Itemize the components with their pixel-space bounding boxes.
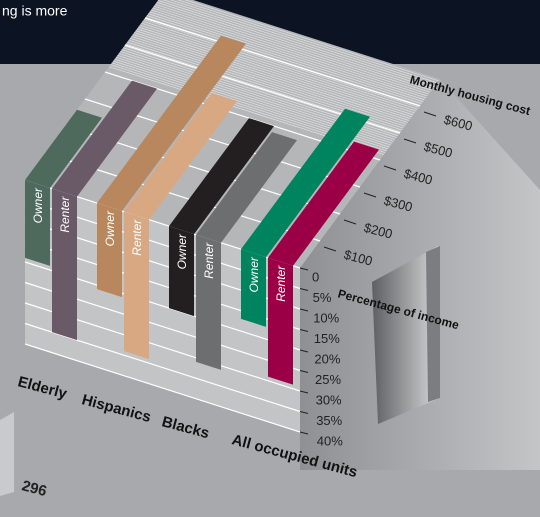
roof-hatch — [142, 20, 418, 110]
y2-tick-label: $100 — [342, 247, 374, 269]
bar-series-label: Renter — [202, 242, 216, 279]
banner-text: ng is more — [2, 3, 68, 19]
roof-hatch — [131, 36, 407, 125]
roof-bar — [97, 35, 246, 212]
bar — [241, 249, 266, 327]
bar-series-label: Renter — [274, 265, 288, 302]
roof-bar — [268, 141, 379, 266]
roof-bar — [52, 80, 157, 197]
house: 0 5% 10% 15% 20% 25% 30% 35% 40% $100 $200 $300 $400… — [16, 0, 540, 481]
roof-bar — [196, 132, 297, 243]
y2-tick-label: $500 — [422, 139, 454, 161]
bar — [169, 226, 194, 317]
tick-mark — [403, 138, 417, 144]
category-label: Elderly — [16, 373, 69, 403]
bar — [268, 257, 293, 385]
roof-hatch — [152, 7, 428, 97]
tick-mark — [363, 192, 377, 198]
tick-mark — [299, 349, 309, 353]
roof-hatch — [170, 0, 436, 85]
tick-mark — [299, 267, 309, 271]
bar-series-label: Renter — [58, 196, 72, 233]
roof-bar — [241, 108, 370, 258]
bar-series-label: Owner — [175, 233, 189, 269]
roof-hatch — [136, 28, 413, 118]
roof-hatch — [132, 34, 408, 123]
roof-hatch — [162, 0, 435, 87]
bar — [25, 180, 50, 266]
roof-hatch — [184, 0, 439, 82]
roof-hatch — [135, 30, 411, 119]
roof-hatch — [145, 17, 421, 106]
tick-mark — [343, 219, 357, 225]
y2-tick-label: $200 — [362, 220, 394, 242]
roof-bar — [25, 109, 102, 188]
tick-mark — [423, 111, 437, 117]
y-tick-label: 30% — [316, 392, 342, 407]
grid-line — [144, 17, 421, 107]
tick-mark — [299, 308, 309, 312]
bar-series-label: Owner — [103, 210, 117, 246]
y-tick-label: 15% — [314, 331, 340, 346]
bar-series-label: Renter — [130, 219, 144, 256]
tick-mark — [383, 165, 397, 171]
roof-hatch — [129, 37, 406, 127]
roof-hatch — [134, 32, 410, 121]
roof-hatch — [139, 24, 415, 114]
y2-tick-label: $400 — [402, 166, 434, 188]
tick-mark — [299, 411, 309, 414]
roof-hatch — [157, 0, 434, 89]
y-tick-label: 5% — [313, 290, 332, 305]
roof-hatch — [150, 9, 427, 99]
tick-mark — [299, 329, 309, 332]
bar — [97, 203, 122, 298]
door-frame — [426, 246, 440, 402]
roof-hatch — [148, 13, 424, 102]
side-shape — [0, 412, 14, 496]
roof-hatch — [138, 26, 414, 116]
roof-hatch — [153, 5, 429, 95]
category-label: Blacks — [160, 413, 211, 442]
tick-mark — [299, 288, 309, 291]
category-label: Hispanics — [80, 391, 153, 426]
grid-line — [24, 343, 301, 433]
y-tick-label: 20% — [314, 351, 340, 366]
bar — [52, 188, 77, 341]
roof-bar — [169, 118, 274, 235]
bar — [196, 234, 221, 370]
roof-hatch — [156, 2, 432, 91]
y-tick-label: 40% — [317, 433, 343, 448]
bar — [124, 211, 149, 360]
y-tick-label: 25% — [315, 372, 341, 387]
roof-hatch — [149, 11, 425, 101]
tick-mark — [299, 431, 309, 435]
y-tick-label: 10% — [313, 310, 339, 325]
roof-hatch — [146, 15, 422, 104]
door — [372, 246, 440, 424]
roof-hatch — [141, 22, 417, 112]
y-tick-label: 0 — [312, 269, 319, 284]
roof-bar — [124, 92, 237, 220]
roof-hatch — [143, 19, 420, 108]
roof-hatch — [155, 3, 431, 93]
tick-mark — [323, 246, 337, 252]
y-tick-label: 35% — [316, 413, 342, 428]
tick-mark — [299, 390, 309, 394]
y2-tick-label: $600 — [442, 112, 474, 134]
footer-text: 296 — [20, 477, 49, 500]
y2-tick-label: $300 — [382, 193, 414, 215]
tick-mark — [299, 370, 309, 373]
bar-series-label: Owner — [247, 256, 261, 292]
bar-series-label: Owner — [31, 187, 45, 223]
roof-hatch — [177, 0, 438, 84]
